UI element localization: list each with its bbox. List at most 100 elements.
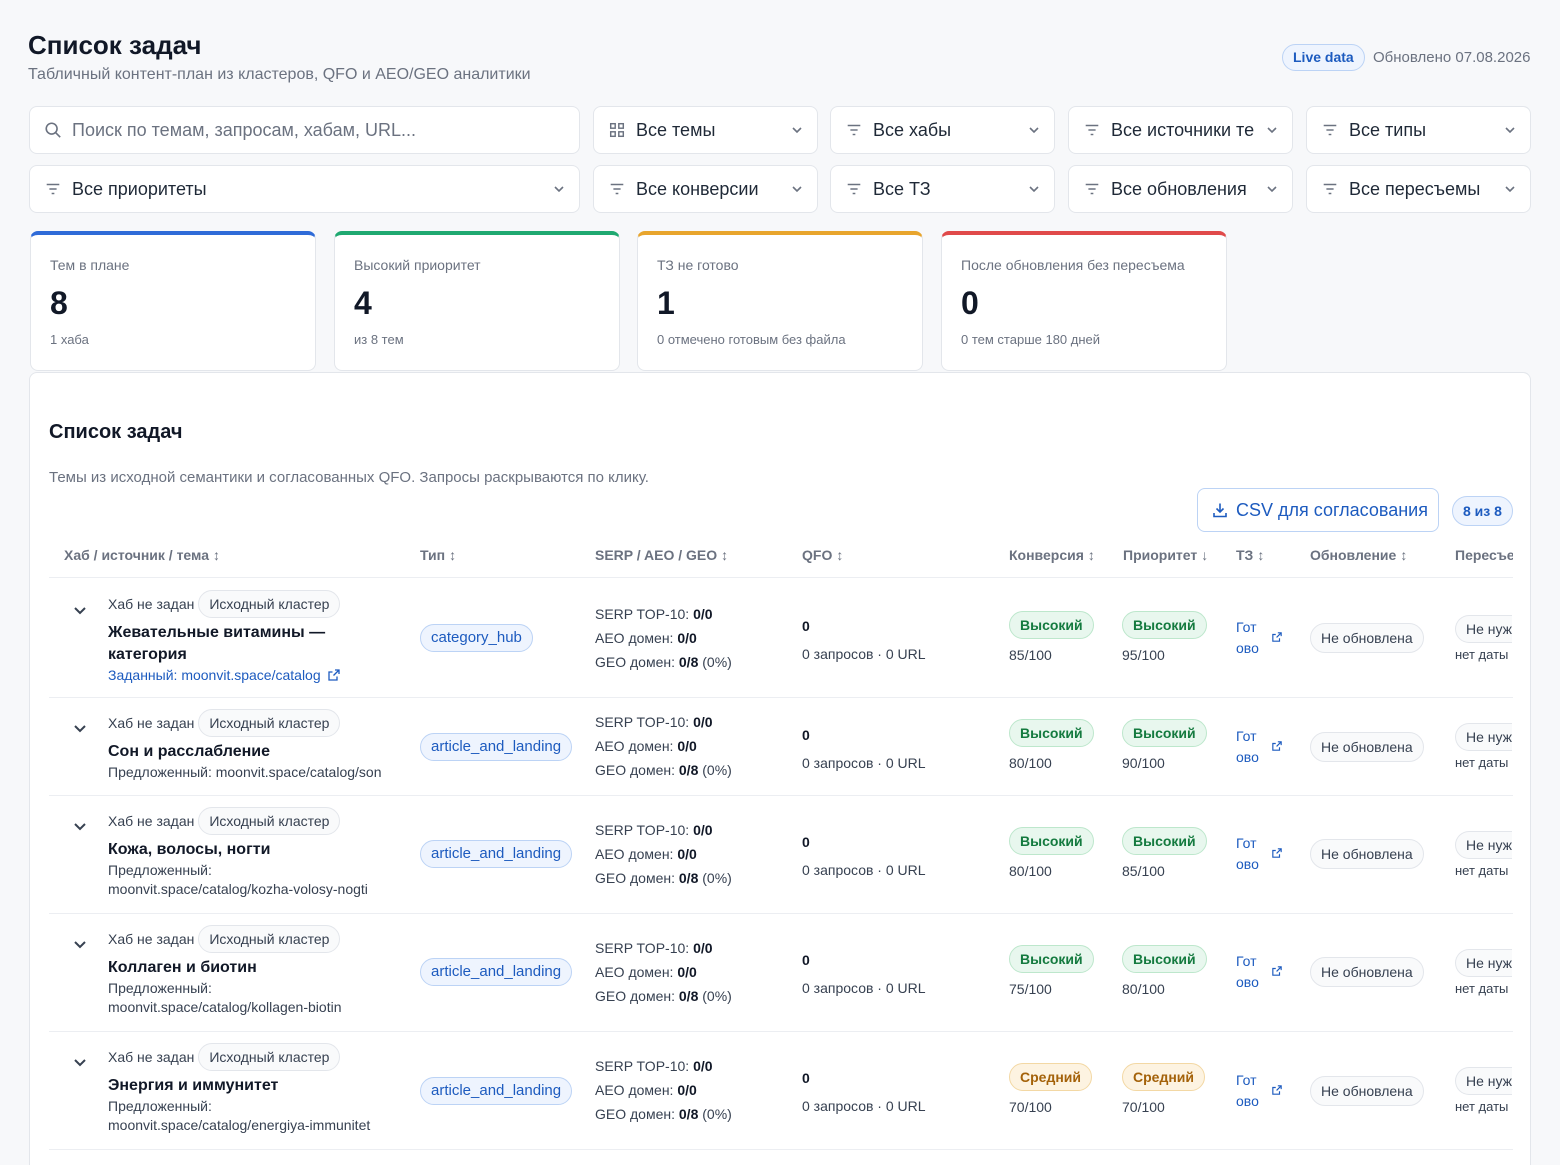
geo-value: 0/8 — [678, 870, 699, 886]
serp-label: SERP TOP-10: — [595, 1058, 690, 1074]
stat-note: 1 хаба — [50, 332, 89, 347]
chevron-down-icon[interactable] — [69, 717, 91, 739]
conversion-score: 70/100 — [1009, 1099, 1052, 1115]
chevron-down-icon — [792, 127, 802, 134]
external-link-icon[interactable] — [1272, 848, 1282, 858]
chevron-down-icon — [1505, 127, 1515, 134]
reshoot-date: нет даты — [1455, 863, 1509, 878]
chevron-down-icon[interactable] — [69, 1159, 91, 1165]
tz-link[interactable]: Гот ово — [1236, 617, 1259, 659]
chevron-down-icon — [1505, 186, 1515, 193]
table-row[interactable]: Хаб не задан Исходный кластер Коллаген и … — [49, 914, 1513, 1031]
topic-title[interactable]: Коллаген и биотин — [108, 959, 257, 976]
column-header-reshoot[interactable]: Пересъе — [1455, 547, 1513, 563]
chevron-down-icon[interactable] — [69, 815, 91, 837]
priority-badge: Высокий — [1122, 827, 1207, 855]
chevron-down-icon — [1029, 127, 1039, 134]
tz-link[interactable]: Гот ово — [1236, 1070, 1259, 1112]
aeo-value: 0/0 — [677, 964, 697, 980]
source-chip: Исходный кластер — [198, 925, 341, 953]
column-header-tz[interactable]: ТЗ ↕ — [1236, 547, 1264, 563]
serp-metrics: SERP TOP-10: 0/0 AEO домен: 0/0 GEO доме… — [595, 818, 732, 890]
stat-label: Тем в плане — [50, 257, 130, 273]
stat-note: 0 тем старше 180 дней — [961, 332, 1101, 347]
table-row[interactable]: Хаб не задан Исходный кластер Жевательные… — [49, 578, 1513, 697]
tz-status: Гот — [1236, 619, 1257, 635]
aeo-label: AEO домен: — [595, 964, 674, 980]
reshoot-date: нет даты — [1455, 647, 1509, 662]
stat-label: После обновления без пересъема — [961, 257, 1185, 273]
aeo-value: 0/0 — [677, 1082, 697, 1098]
filter-hubs-label: Все хабы — [873, 119, 952, 140]
filter-icon — [1085, 183, 1099, 195]
tz-status: Гот — [1236, 728, 1257, 744]
aeo-label: AEO домен: — [595, 738, 674, 754]
column-header-conversion[interactable]: Конверсия ↕ — [1009, 547, 1095, 563]
tz-link[interactable]: Гот ово — [1236, 951, 1259, 993]
page-subtitle: Табличный контент-план из кластеров, QFO… — [28, 66, 531, 83]
csv-export-button[interactable]: CSV для согласования — [1197, 488, 1439, 532]
filter-conversions[interactable]: Все конверсии — [593, 165, 818, 213]
update-status-chip: Не обновлена — [1310, 957, 1424, 987]
aeo-value: 0/0 — [677, 630, 697, 646]
topic-title[interactable]: Жевательные витамины — — [108, 624, 326, 641]
filter-updates[interactable]: Все обновления — [1068, 165, 1293, 213]
column-header-label: Тип — [420, 547, 446, 563]
topic-title[interactable]: Сон и расслабление — [108, 743, 270, 760]
topic-title[interactable]: Энергия и иммунитет — [108, 1077, 279, 1094]
qfo-summary: 0 запросов · 0 URL — [802, 980, 926, 996]
column-header-priority[interactable]: Приоритет ↓ — [1123, 547, 1208, 563]
panel-title: Список задач — [49, 421, 183, 443]
filter-icon — [46, 183, 60, 195]
conversion-badge: Высокий — [1009, 945, 1094, 973]
topic-title-continued[interactable]: категория — [108, 646, 187, 663]
sort-icon: ↕ — [836, 547, 844, 563]
tz-status-continued: ово — [1236, 856, 1259, 872]
column-header-update[interactable]: Обновление ↕ — [1310, 547, 1407, 563]
chevron-down-icon — [792, 186, 802, 193]
column-header-serp[interactable]: SERP / AEO / GEO ↕ — [595, 547, 728, 563]
column-header-qfo[interactable]: QFO ↕ — [802, 547, 843, 563]
hub-label: Хаб не задан — [108, 813, 195, 829]
priority-score: 80/100 — [1122, 981, 1165, 997]
tz-link[interactable]: Гот ово — [1236, 726, 1259, 768]
geo-percent: (0%) — [702, 1106, 732, 1122]
filter-tz[interactable]: Все ТЗ — [830, 165, 1055, 213]
priority-score: 70/100 — [1122, 1099, 1165, 1115]
filter-types[interactable]: Все типы — [1306, 106, 1531, 154]
sort-icon: ↕ — [213, 547, 220, 563]
column-header-type[interactable]: Тип ↕ — [420, 547, 456, 563]
sort-desc-icon: ↓ — [1201, 547, 1209, 563]
geo-label: GEO домен: — [595, 654, 675, 670]
column-header-hub[interactable]: Хаб / источник / тема ↕ — [64, 547, 220, 563]
geo-label: GEO домен: — [595, 870, 675, 886]
external-link-icon[interactable] — [1272, 741, 1282, 751]
external-link-icon[interactable] — [1272, 632, 1282, 642]
url-link[interactable]: Заданный: moonvit.space/catalog — [108, 666, 340, 685]
table-row[interactable]: Хаб не задан Исходный кластер Кожа, волос… — [49, 796, 1513, 913]
filter-reshoots[interactable]: Все пересъемы — [1306, 165, 1531, 213]
filter-hubs[interactable]: Все хабы — [830, 106, 1055, 154]
column-header-label: Хаб / источник / тема — [64, 547, 209, 563]
filter-sources[interactable]: Все источники те — [1068, 106, 1293, 154]
external-link-icon[interactable] — [1272, 966, 1282, 976]
chevron-down-icon[interactable] — [69, 933, 91, 955]
geo-percent: (0%) — [702, 654, 732, 670]
chevron-down-icon[interactable] — [69, 599, 91, 621]
external-link-icon[interactable] — [1272, 1085, 1282, 1095]
filter-reshoots-label: Все пересъемы — [1349, 178, 1481, 199]
filter-priorities[interactable]: Все приоритеты — [29, 165, 580, 213]
chevron-down-icon — [554, 186, 564, 193]
search-input[interactable]: Поиск по темам, запросам, хабам, URL... — [29, 106, 580, 154]
chevron-down-icon[interactable] — [69, 1051, 91, 1073]
geo-percent: (0%) — [702, 762, 732, 778]
chevron-down-icon — [1267, 186, 1277, 193]
table-row[interactable]: Хаб не задан Исходный кластер Сон и рассл… — [49, 698, 1513, 795]
filter-themes[interactable]: Все темы — [593, 106, 818, 154]
tz-link[interactable]: Гот ово — [1236, 833, 1259, 875]
url-label: Предложенный: — [108, 862, 212, 878]
table-row[interactable]: Хаб не задан Исходный кластер Энергия и и… — [49, 1032, 1513, 1149]
serp-label: SERP TOP-10: — [595, 606, 690, 622]
aeo-value: 0/0 — [677, 738, 697, 754]
topic-title[interactable]: Кожа, волосы, ногти — [108, 841, 271, 858]
